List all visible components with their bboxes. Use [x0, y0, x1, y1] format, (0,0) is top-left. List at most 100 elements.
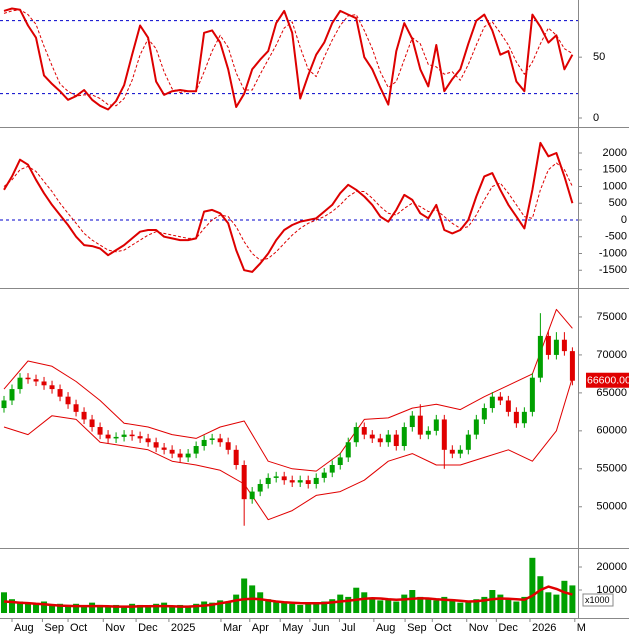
candle-body [561, 339, 567, 352]
candle-body [41, 381, 47, 386]
y-tick-label: 50 [593, 51, 605, 63]
candle-body [513, 411, 519, 424]
candle-body [73, 404, 79, 412]
candle-body [505, 400, 511, 412]
volume-ma-line [3, 585, 573, 608]
candle-body [65, 396, 71, 405]
candle-body [265, 477, 271, 484]
y-tick-label: 0 [593, 112, 599, 124]
y-tick-label: 20000 [596, 561, 627, 573]
volume-bar [441, 596, 448, 613]
x-tick-label: Jun [312, 622, 330, 634]
volume-bar [305, 603, 312, 613]
volume-bar [73, 603, 80, 613]
volume-bar [449, 599, 456, 613]
x-tick-label: 2025 [171, 622, 195, 634]
candle-body [1, 400, 7, 409]
volume-bar [129, 603, 136, 613]
bollinger-band [3, 377, 573, 521]
candle-body [305, 480, 311, 484]
indicator-line [3, 7, 574, 111]
volume-bar [177, 604, 184, 613]
x-tick-label: Oct [70, 622, 87, 634]
candle-body [33, 379, 39, 382]
candle-body [545, 335, 551, 355]
volume-bar [425, 599, 432, 613]
candle-body [457, 449, 463, 454]
x-tick-label: M [577, 622, 586, 634]
x-tick-label: Mar [223, 622, 242, 634]
candle-body [129, 434, 135, 437]
y-tick-label: 0 [621, 214, 627, 226]
volume-bar [505, 599, 512, 613]
volume-bar [401, 594, 408, 613]
candle-body [481, 408, 487, 420]
y-tick-label: -1500 [599, 264, 627, 276]
volume-bar [145, 606, 152, 613]
volume-bar [473, 599, 480, 613]
candle-body [321, 472, 327, 478]
volume-bar [377, 600, 384, 613]
candle-body [49, 385, 55, 390]
y-tick-label: -1000 [599, 247, 627, 259]
candle-body [193, 446, 199, 454]
x-tick-label: Dec [498, 622, 518, 634]
x-tick-label: Nov [469, 622, 489, 634]
y-tick-label: 1500 [603, 164, 627, 176]
volume-bar [289, 603, 296, 613]
volume-bar [457, 602, 464, 613]
volume-bar [465, 601, 472, 613]
candle-body [313, 477, 319, 484]
y-tick-label: 75000 [596, 311, 627, 323]
candle-body [425, 430, 431, 435]
y-tick-label: -500 [605, 231, 627, 243]
indicator-line [3, 141, 574, 273]
unit-label: x1000 [585, 595, 610, 605]
volume-bar [409, 590, 416, 613]
last-price-label: 66600.00 [587, 375, 629, 387]
y-tick-label: 55000 [596, 463, 627, 475]
candle-body [353, 427, 359, 443]
candle-body [281, 476, 287, 481]
volume-bar [369, 599, 376, 613]
x-tick-label: Dec [138, 622, 158, 634]
candle-body [449, 449, 455, 454]
y-tick-label: 65000 [596, 387, 627, 399]
y-tick-label: 50000 [596, 501, 627, 513]
candle-body [393, 434, 399, 447]
volume-bar [337, 594, 344, 613]
volume-bar [537, 576, 544, 613]
volume-bar [489, 590, 496, 613]
last-price-box [586, 372, 629, 388]
candle-body [233, 449, 239, 466]
candle-body [377, 438, 383, 443]
y-tick-label: 500 [609, 197, 627, 209]
candle-body [81, 411, 87, 420]
candle-body [433, 419, 439, 431]
candle-body [161, 447, 167, 450]
candle-body [465, 434, 471, 450]
volume-bar [281, 602, 288, 613]
candle-body [17, 377, 23, 390]
candle-body [409, 415, 415, 428]
x-tick-label: May [282, 622, 303, 634]
signal-line [3, 162, 573, 261]
y-tick-label: 2000 [603, 147, 627, 159]
volume-bar [481, 596, 488, 613]
candle-body [329, 465, 335, 473]
candle-body [177, 453, 183, 458]
volume-bar [345, 596, 352, 613]
volume-bar [297, 604, 304, 613]
bollinger-band [3, 308, 573, 472]
volume-bar [57, 603, 64, 613]
y-tick-label: 10000 [596, 584, 627, 596]
volume-bar [569, 585, 576, 613]
candle-body [249, 491, 255, 500]
candle-body [401, 427, 407, 447]
candle-body [121, 434, 127, 437]
x-tick-label: 2026 [532, 622, 556, 634]
candle-body [257, 483, 263, 492]
volume-bar [105, 606, 112, 613]
volume-bar [321, 601, 328, 613]
